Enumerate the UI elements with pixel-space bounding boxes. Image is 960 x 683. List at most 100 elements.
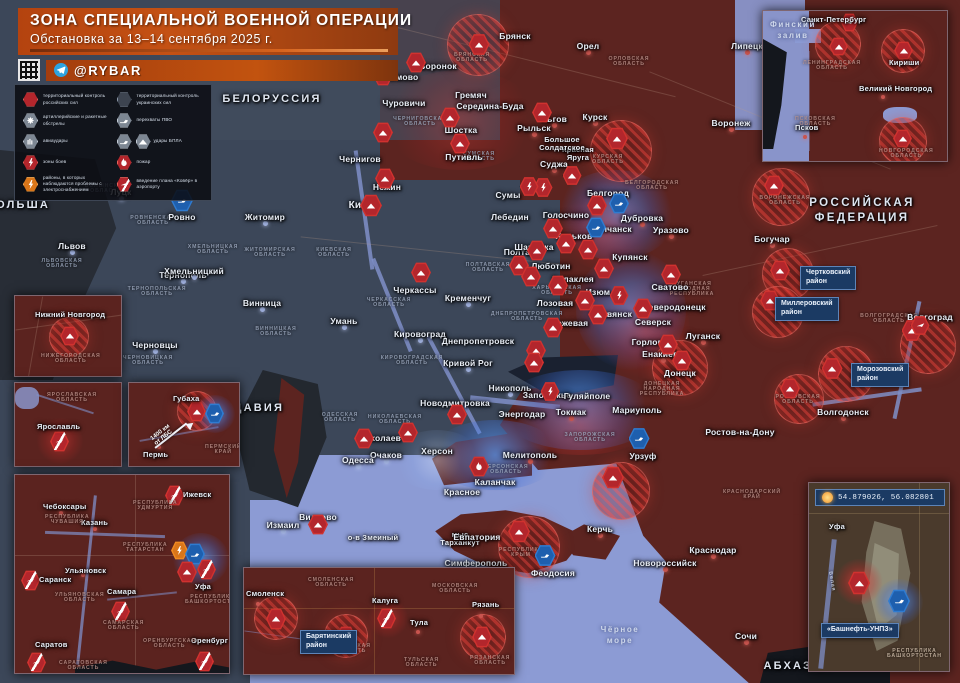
district-plate-baryatinsky[interactable]: Барятинский район (300, 630, 358, 654)
marker-kovyor-plan[interactable] (910, 316, 930, 335)
city-label: Липецк (731, 41, 763, 51)
marker-kovyor-yaroslavl[interactable] (50, 431, 69, 452)
marker-uav-nizhny[interactable] (60, 326, 79, 346)
marker-uav-ufa[interactable] (177, 561, 197, 583)
city-dot (384, 459, 389, 464)
marker-uav-ufa-refinery[interactable] (848, 571, 870, 595)
marker-uav-strike[interactable] (575, 290, 595, 311)
marker-kovyor-saransk[interactable] (21, 570, 40, 591)
marker-kovyor-izhevsk[interactable] (165, 485, 184, 506)
marker-uav-strike[interactable] (548, 275, 568, 296)
marker-combat-zone[interactable] (533, 178, 553, 197)
marker-air-defence[interactable] (609, 193, 629, 214)
marker-uav-strike[interactable] (661, 264, 681, 285)
smolensk-kaluga-inset[interactable]: Барятинский район Смоленск Калуга Тула Р… (243, 567, 515, 675)
marker-uav-strike[interactable] (375, 168, 395, 189)
saint-petersburg-inset[interactable]: Санкт-Петербург Кириши Великий Новгород … (762, 10, 948, 162)
marker-uav-strike[interactable] (527, 240, 547, 261)
marker-uav-strike[interactable] (633, 298, 653, 319)
marker-uav-strike[interactable] (447, 404, 467, 425)
marker-uav-strike[interactable] (594, 258, 614, 279)
marker-uav-strike[interactable] (658, 334, 678, 355)
marker-power-ufa[interactable] (171, 541, 188, 560)
marker-uav-spb[interactable] (829, 37, 848, 56)
marker-combat-zone[interactable] (519, 177, 539, 196)
marker-uav-strike[interactable] (373, 122, 393, 143)
marker-uav-strike[interactable] (588, 304, 608, 325)
district-plate[interactable]: Чертковский район (800, 266, 857, 290)
marker-uav-strike[interactable] (468, 34, 490, 55)
marker-uav-strike[interactable] (509, 255, 529, 276)
marker-uav-strike[interactable] (508, 520, 530, 543)
marker-kovyor-orenburg[interactable] (195, 651, 214, 672)
marker-uav-strike[interactable] (521, 266, 541, 287)
volga-region-inset[interactable]: Чебоксары Казань Ижевск Ульяновск Саранс… (14, 474, 230, 674)
city-dot (153, 349, 158, 354)
marker-uav-strike[interactable] (606, 127, 628, 150)
marker-air-defence[interactable] (586, 217, 606, 238)
marker-pvo-gubakha[interactable] (205, 403, 224, 424)
marker-uav-smolensk[interactable] (266, 608, 286, 630)
marker-uav-strike[interactable] (354, 428, 374, 449)
marker-uav-strike[interactable] (440, 107, 460, 128)
marker-kovyor-spb[interactable] (841, 13, 858, 32)
qr-code-icon[interactable] (18, 59, 40, 81)
marker-pvo-ufa[interactable] (185, 543, 205, 565)
oblast-label: РЕСПУБЛИКА КРЫМ (498, 547, 544, 559)
marker-pvo-ufa-refinery[interactable] (888, 589, 910, 613)
oblast-label: ОРЛОВСКАЯ ОБЛАСТЬ (608, 56, 650, 68)
marker-uav-strike[interactable] (780, 378, 800, 399)
facility-plate-bashneft[interactable]: «Башнефть-УНПЗ» (821, 623, 899, 638)
marker-uav-strike[interactable] (821, 358, 843, 379)
district-plate[interactable]: Миллеровский район (775, 297, 839, 321)
oblast-label: ЛУГАНСКАЯ НАРОДНАЯ РЕСПУБЛИКА (669, 281, 715, 298)
marker-uav-strike[interactable] (532, 102, 552, 123)
city-label: Суджа (540, 159, 568, 169)
marker-kovyor-samara[interactable] (111, 601, 130, 622)
marker-uav-strike[interactable] (543, 218, 563, 239)
marker-uav-gubakha[interactable] (187, 401, 206, 422)
marker-uav-strike[interactable] (406, 52, 426, 73)
marker-uav-novgorod-oblast[interactable] (893, 129, 912, 148)
marker-uav-kirishi[interactable] (894, 41, 913, 60)
inset-city-label: Саратов (35, 640, 68, 649)
lightning-icon (22, 154, 39, 171)
marker-uav-strike[interactable] (587, 195, 607, 216)
yaroslavl-inset[interactable]: Ярославль ЯРОСЛАВСКАЯ ОБЛАСТЬ (14, 382, 122, 467)
marker-kovyor-ufa[interactable] (197, 559, 216, 580)
marker-uav-strike[interactable] (556, 233, 576, 254)
oblast-label: ВОРОНЕЖСКАЯ ОБЛАСТЬ (759, 195, 811, 207)
marker-uav-strike[interactable] (543, 317, 563, 338)
nizhny-novgorod-inset[interactable]: Нижний Новгород НИЖЕГОРОДСКАЯ ОБЛАСТЬ (14, 295, 122, 377)
finnish-gulf-label: Финский залив (770, 20, 817, 40)
marker-uav-strike[interactable] (450, 133, 470, 154)
marker-uav-strike[interactable] (764, 175, 784, 196)
marker-uav-strike[interactable] (578, 239, 598, 260)
district-plate[interactable]: Морозовский район (851, 363, 910, 387)
gubakha-perm-inset[interactable]: 1400 км от ЛБС Губаха Пермь ПЕРМСКИЙ КРА… (128, 382, 240, 467)
marker-air-defence[interactable] (534, 545, 556, 566)
marker-uav-strike[interactable] (562, 166, 582, 185)
city-dot (192, 275, 197, 280)
marker-uav-strike[interactable] (308, 514, 328, 535)
ufa-refinery-satellite-inset[interactable]: 54.879026, 56.082801 «Башнефть-УНПЗ» Уфа… (808, 482, 950, 672)
marker-uav-strike[interactable] (602, 466, 624, 489)
marker-uav-strike[interactable] (360, 194, 382, 217)
country-label: МОЛДАВИЯ (201, 402, 285, 414)
title-block: ЗОНА СПЕЦИАЛЬНОЙ ВОЕННОЙ ОПЕРАЦИИ Обстан… (18, 8, 411, 55)
marker-uav-strike[interactable] (770, 260, 790, 281)
marker-uav-strike[interactable] (398, 422, 418, 443)
marker-fire[interactable] (469, 456, 489, 477)
marker-kovyor-saratov[interactable] (27, 652, 46, 673)
marker-combat-zone[interactable] (609, 286, 629, 305)
marker-uav-strike[interactable] (524, 352, 544, 373)
marker-combat-zone[interactable] (540, 382, 560, 401)
channel-bar[interactable]: @RYBAR (46, 59, 398, 81)
marker-uav-strike[interactable] (672, 350, 692, 371)
marker-kovyor-kaluga[interactable] (377, 608, 396, 629)
marker-uav-ryazan-oblast[interactable] (472, 626, 492, 648)
marker-uav-strike[interactable] (411, 262, 431, 283)
marker-air-defence[interactable] (628, 428, 650, 449)
city-label: Дубровка (620, 213, 664, 223)
